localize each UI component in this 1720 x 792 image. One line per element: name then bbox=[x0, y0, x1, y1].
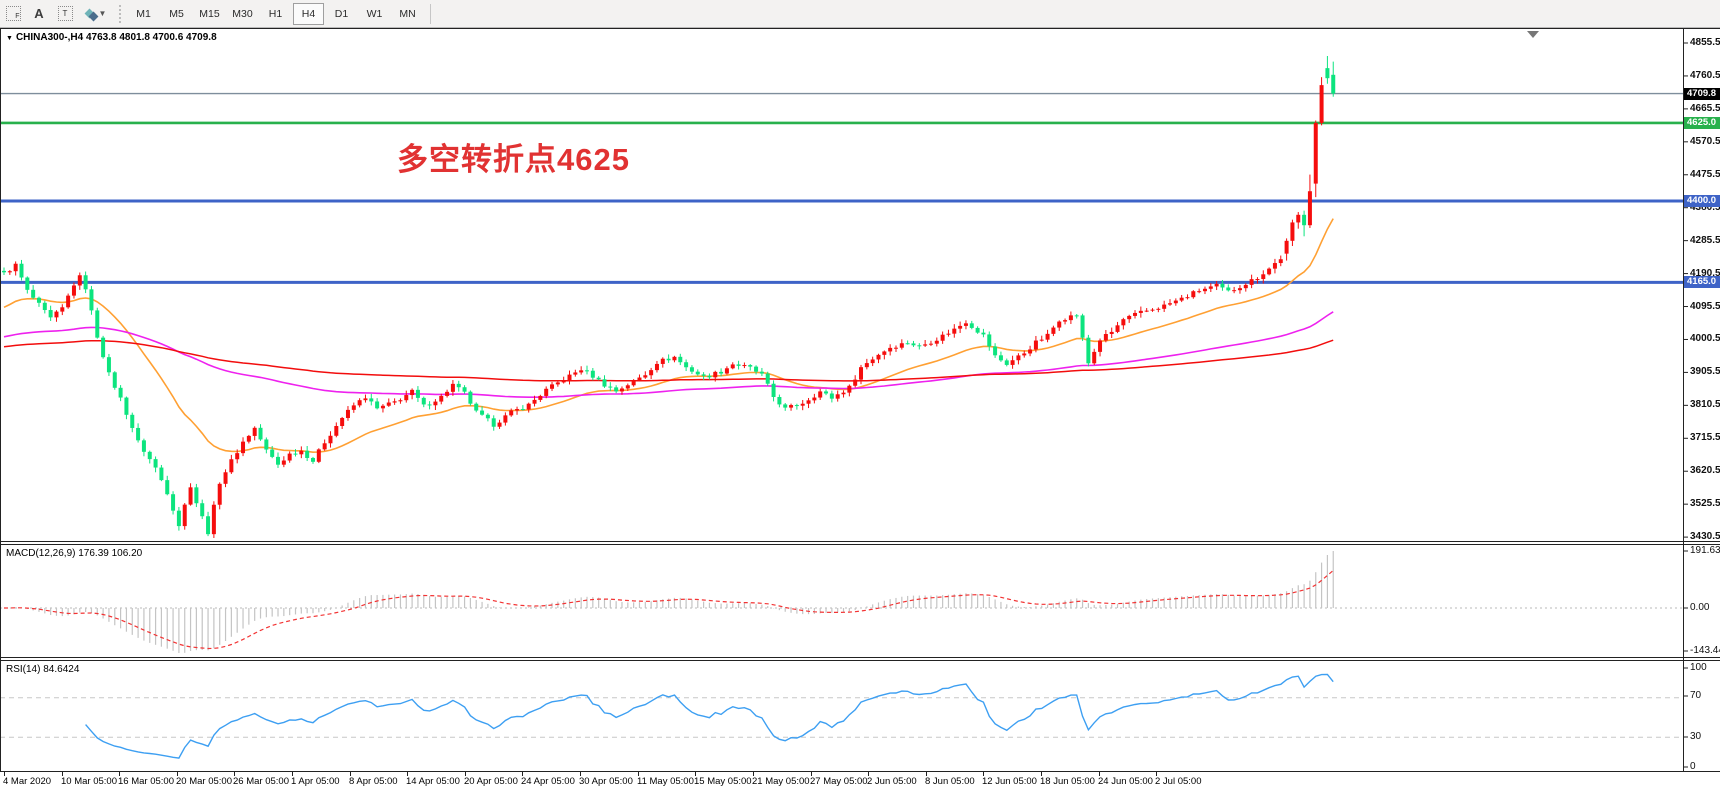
horizontal-level-lines bbox=[0, 92, 1683, 284]
timeframe-button-MN[interactable]: MN bbox=[399, 7, 416, 20]
toolbar-separator bbox=[430, 3, 431, 24]
moving-average-lines bbox=[3, 218, 1334, 454]
timeframe-button-H1[interactable]: H1 bbox=[268, 7, 283, 20]
text-label-tool-button[interactable]: T bbox=[53, 3, 77, 24]
ma-slow-line bbox=[3, 339, 1334, 382]
macd-histogram bbox=[9, 551, 1334, 653]
ma-mid-line bbox=[3, 311, 1334, 399]
dropdown-caret-icon: ▼ bbox=[98, 9, 107, 18]
timeframe-button-group: M1 M5 M15 M30 H1 H4 D1 W1 MN bbox=[127, 2, 424, 25]
ma-fast-line bbox=[3, 218, 1334, 454]
timeframe-button-H4[interactable]: H4 bbox=[293, 2, 324, 25]
text-label-icon: T bbox=[57, 6, 73, 21]
timeframe-button-W1[interactable]: W1 bbox=[366, 7, 383, 20]
timeframe-button-D1[interactable]: D1 bbox=[334, 7, 349, 20]
timeframe-button-M30[interactable]: M30 bbox=[232, 7, 253, 20]
timeframe-button-M5[interactable]: M5 bbox=[169, 7, 184, 20]
fibonacci-icon: F bbox=[5, 6, 21, 21]
chart-shift-marker-icon bbox=[1527, 31, 1539, 38]
macd-signal-line bbox=[4, 570, 1334, 650]
rsi-line bbox=[85, 673, 1334, 759]
arrows-tool-button[interactable]: ▼ bbox=[79, 3, 113, 24]
toolbar: F A T ▼ M1 M5 M15 M30 H1 H4 D1 W1 MN bbox=[0, 0, 1720, 28]
timeframe-button-M15[interactable]: M15 bbox=[199, 7, 220, 20]
chart-area[interactable] bbox=[0, 27, 1720, 792]
timeframe-button-M1[interactable]: M1 bbox=[136, 7, 151, 20]
fibonacci-tool-button[interactable]: F bbox=[1, 3, 25, 24]
text-tool-icon: A bbox=[34, 6, 44, 21]
candlestick-series bbox=[2, 56, 1336, 538]
toolbar-separator bbox=[117, 4, 124, 23]
text-tool-button[interactable]: A bbox=[27, 3, 51, 24]
